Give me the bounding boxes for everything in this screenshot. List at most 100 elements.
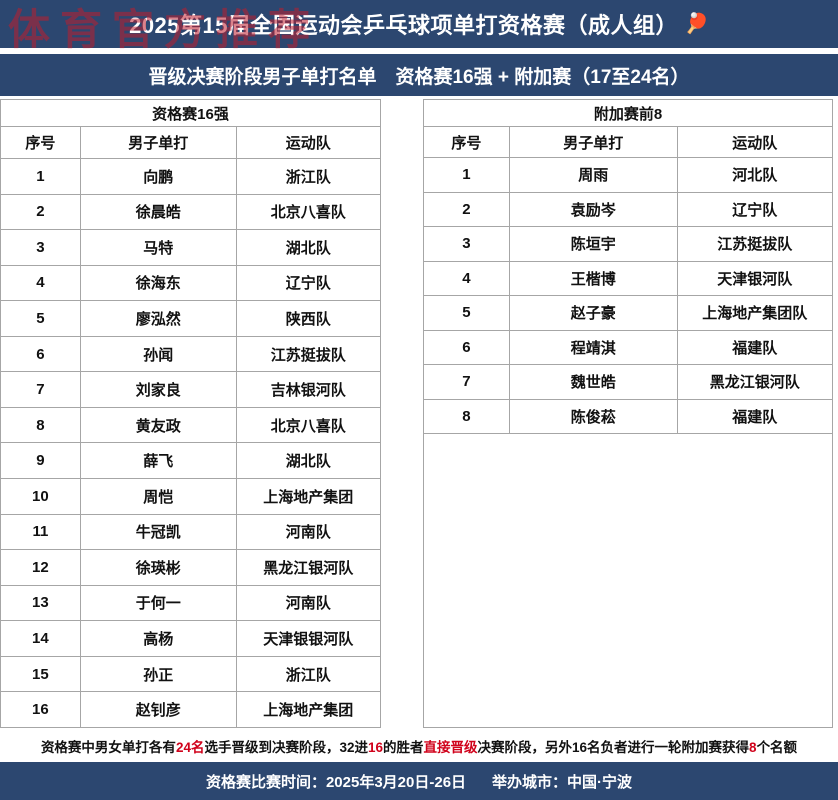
- cell-index: 1: [423, 157, 510, 193]
- note-segment: 的胜者: [383, 739, 424, 755]
- cell-index: 2: [0, 193, 81, 231]
- cell-player: 王楷博: [508, 260, 678, 296]
- table-row: 16 赵钊彦 上海地产集团: [0, 691, 382, 728]
- playoff-table-body: 序号 男子单打 运动队 1 周雨 河北队 2 袁励岑 辽宁队 3 陈垣宇 江苏挺拔队 4 王楷…: [423, 126, 834, 728]
- note-highlight: 16: [368, 739, 384, 755]
- column-header-player: 男子单打: [508, 126, 678, 158]
- cell-team: 江苏挺拔队: [676, 226, 834, 262]
- table-row: 3 陈垣宇 江苏挺拔队: [423, 226, 834, 262]
- cell-team: 河南队: [235, 584, 382, 622]
- cell-team: 上海地产集团: [235, 691, 382, 728]
- cell-index: 10: [0, 478, 81, 515]
- cell-player: 刘家良: [79, 371, 237, 408]
- column-header-player: 男子单打: [79, 126, 237, 159]
- cell-index: 12: [0, 549, 81, 586]
- cell-index: 2: [423, 191, 510, 227]
- cell-index: 4: [0, 264, 81, 302]
- cell-player: 袁励岑: [508, 191, 678, 227]
- cell-index: 6: [0, 335, 81, 373]
- cell-player: 廖泓然: [79, 300, 237, 337]
- table-row: 1 周雨 河北队: [423, 157, 834, 193]
- table-row: 10 周恺 上海地产集团: [0, 478, 382, 515]
- playoff-table-wrap: 附加赛前8 序号 男子单打 运动队 1 周雨 河北队 2 袁励岑 辽宁队 3 陈垣宇 江苏挺…: [423, 99, 834, 728]
- subtitle-band: 晋级决赛阶段男子单打名单 资格赛16强 + 附加赛（17至24名）: [0, 54, 838, 96]
- table-row: 2 徐晨皓 北京八喜队: [0, 193, 382, 231]
- cell-team: 湖北队: [235, 229, 382, 266]
- page-title: 2025第15届全国运动会乒乓球项单打资格赛（成人组）: [129, 13, 678, 38]
- table-row: 9 薛飞 湖北队: [0, 442, 382, 480]
- cell-team: 天津银银河队: [235, 620, 382, 657]
- cell-player: 薛飞: [79, 442, 237, 480]
- cell-player: 陈垣宇: [508, 226, 678, 262]
- cell-index: 1: [0, 157, 81, 195]
- cell-team: 上海地产集团: [235, 478, 382, 515]
- cell-player: 赵子豪: [508, 295, 678, 331]
- footer-band: 资格赛比赛时间：2025年3月20日-26日 举办城市：中国·宁波: [0, 762, 838, 800]
- cell-index: 16: [0, 691, 81, 728]
- table-row: 5 廖泓然 陕西队: [0, 300, 382, 337]
- table-row: 12 徐瑛彬 黑龙江银河队: [0, 549, 382, 586]
- cell-team: 湖北队: [235, 442, 382, 480]
- cell-player: 陈俊菘: [508, 398, 678, 434]
- note-highlight: 8: [749, 739, 757, 755]
- table-row: 13 于何一 河南队: [0, 584, 382, 622]
- cell-player: 周雨: [508, 157, 678, 193]
- cell-player: 孙正: [79, 655, 237, 693]
- table-row: 7 刘家良 吉林银河队: [0, 371, 382, 408]
- qualifier-table: 资格赛16强 序号 男子单打 运动队 1 向鹏 浙江队 2 徐晨皓 北京八喜队 3 马特湖…: [0, 99, 382, 728]
- cell-index: 14: [0, 620, 81, 657]
- cell-team: 福建队: [676, 329, 834, 365]
- table-row: 3 马特 湖北队: [0, 229, 382, 266]
- table-row: 6 孙闻 江苏挺拔队: [0, 335, 382, 373]
- playoff-empty-area: [423, 433, 833, 728]
- cell-player: 徐瑛彬: [79, 549, 237, 586]
- cell-team: 河南队: [235, 513, 382, 551]
- table-row: 7 魏世皓 黑龙江银河队: [423, 364, 834, 400]
- table-row: 2 袁励岑 辽宁队: [423, 191, 834, 227]
- note-segment: 决赛阶段，另外16名负者进行一轮附加赛获得: [477, 739, 750, 755]
- cell-player: 程靖淇: [508, 329, 678, 365]
- table-row: 6 程靖淇 福建队: [423, 329, 834, 365]
- cell-player: 孙闻: [79, 335, 237, 373]
- note-highlight: 24名: [175, 739, 205, 755]
- cell-team: 辽宁队: [235, 264, 382, 302]
- cell-index: 8: [423, 398, 510, 434]
- table-row: 4 王楷博 天津银河队: [423, 260, 834, 296]
- cell-player: 赵钊彦: [79, 691, 237, 728]
- qualifier-table-wrap: 资格赛16强 序号 男子单打 运动队 1 向鹏 浙江队 2 徐晨皓 北京八喜队 3 马特湖…: [0, 99, 382, 728]
- cell-team: 浙江队: [235, 655, 382, 693]
- qualifier-table-caption-row: 资格赛16强: [0, 99, 381, 127]
- qualifier-table-caption: 资格赛16强: [0, 99, 381, 127]
- playoff-empty-area-row: [423, 433, 833, 728]
- cell-team: 浙江队: [235, 157, 382, 195]
- cell-team: 河北队: [676, 157, 834, 193]
- column-header-team: 运动队: [235, 126, 382, 159]
- cell-player: 黄友政: [79, 406, 237, 444]
- cell-index: 11: [0, 513, 81, 551]
- column-header-index: 序号: [423, 126, 510, 158]
- tables-gap: [381, 99, 423, 728]
- title-band: 2025第15届全国运动会乒乓球项单打资格赛（成人组） 🏓: [0, 0, 838, 48]
- cell-player: 向鹏: [79, 157, 237, 195]
- playoff-table-caption: 附加赛前8: [423, 99, 833, 127]
- cell-team: 北京八喜队: [235, 193, 382, 231]
- table-row: 15 孙正 浙江队: [0, 655, 382, 693]
- table-row: 1 向鹏 浙江队: [0, 157, 382, 195]
- footer-date: 资格赛比赛时间：2025年3月20日-26日: [205, 773, 467, 791]
- cell-index: 5: [423, 295, 510, 331]
- cell-index: 3: [423, 226, 510, 262]
- playoff-table: 附加赛前8 序号 男子单打 运动队 1 周雨 河北队 2 袁励岑 辽宁队 3 陈垣宇 江苏挺…: [423, 99, 834, 728]
- cell-index: 5: [0, 300, 81, 337]
- cell-index: 13: [0, 584, 81, 622]
- cell-index: 3: [0, 229, 81, 266]
- note-strip: 资格赛中男女单打各有24名选手晋级到决赛阶段，32进16的胜者直接晋级决赛阶段，…: [0, 728, 838, 762]
- cell-player: 马特: [79, 229, 237, 266]
- table-row: 14 高杨 天津银银河队: [0, 620, 382, 657]
- cell-index: 6: [423, 329, 510, 365]
- note-segment: 选手晋级到决赛阶段，32进: [204, 739, 368, 755]
- column-header-index: 序号: [0, 126, 81, 159]
- band-divider: [0, 48, 838, 54]
- footer-city: 举办城市：中国·宁波: [492, 773, 633, 791]
- note-highlight: 直接晋级: [423, 739, 478, 755]
